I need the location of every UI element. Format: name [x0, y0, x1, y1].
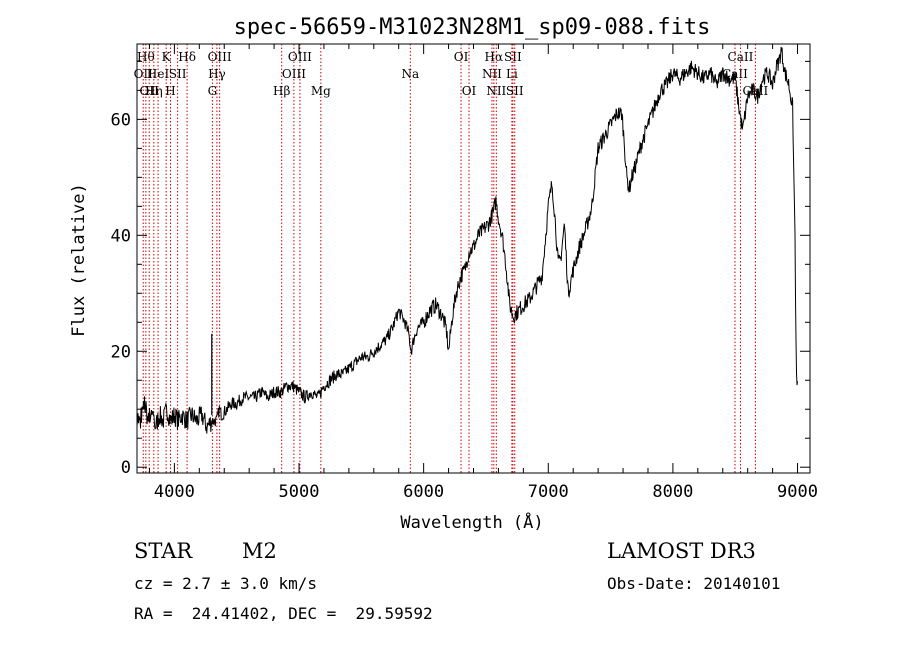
line-marker-label: SII	[506, 84, 524, 98]
y-tick-label: 60	[111, 110, 131, 130]
spectrum-line	[136, 46, 798, 434]
line-marker-label: NII	[482, 67, 502, 81]
line-marker-label: OIII	[282, 67, 306, 81]
survey-name: LAMOST DR3	[607, 539, 756, 563]
object-class: STAR	[134, 539, 193, 563]
line-marker-label: Hη	[145, 84, 163, 98]
line-marker-label: SII	[169, 67, 187, 81]
x-tick-label: 6000	[403, 482, 444, 502]
obs-date: Obs-Date: 20140101	[607, 574, 781, 593]
plot-frame	[136, 43, 811, 474]
line-marker-label: CaII	[728, 50, 754, 64]
line-marker-label: HeI	[147, 67, 170, 81]
line-marker-label: H	[165, 84, 175, 98]
spectrum-chart: spec-56659-M31023N28M1_sp09-088.fits OII…	[69, 15, 818, 533]
line-marker-label: CaII	[742, 84, 768, 98]
line-marker-label: K	[162, 50, 172, 64]
x-tick-label: 8000	[652, 482, 693, 502]
object-subclass: M2	[242, 539, 277, 563]
redshift-readout: cz = 2.7 ± 3.0 km/s	[134, 574, 318, 593]
line-marker-label: OII	[134, 67, 154, 81]
y-axis-label: Flux (relative)	[69, 183, 89, 337]
line-marker-label: OIII	[288, 50, 312, 64]
x-axis-label: Wavelength (Å)	[400, 511, 543, 533]
line-marker-label: OIII	[208, 50, 232, 64]
y-tick-label: 20	[111, 342, 131, 362]
line-marker-label: G	[208, 84, 218, 98]
line-marker-label: OI	[454, 50, 469, 64]
y-tick-label: 40	[111, 226, 131, 246]
x-tick-label: 9000	[777, 482, 818, 502]
chart-title: spec-56659-M31023N28M1_sp09-088.fits	[234, 15, 711, 40]
line-marker-label: Hβ	[273, 84, 290, 98]
x-tick-label: 7000	[528, 482, 569, 502]
line-marker-label: Hθ	[137, 50, 155, 64]
line-marker-label: Mg	[311, 84, 331, 98]
line-markers: OIIHθOIIHηHeIKHSIIHδGHγOIIIHβOIIIOIIIMgN…	[134, 44, 769, 473]
line-marker-label: Na	[401, 67, 419, 81]
line-marker-label: Hα	[485, 50, 504, 64]
line-marker-label: OI	[462, 84, 477, 98]
y-tick-label: 0	[121, 458, 131, 478]
line-marker-label: Hγ	[208, 67, 226, 81]
line-marker-label: Hδ	[178, 50, 196, 64]
axes: 4000 5000 6000 7000 8000 9000 0 20 40 60	[111, 43, 818, 502]
line-marker-label: NII	[486, 84, 506, 98]
x-tick-label: 5000	[279, 482, 320, 502]
x-tick-label: 4000	[154, 482, 195, 502]
line-marker-label: Li	[506, 67, 518, 81]
coordinates: RA = 24.41402, DEC = 29.59592	[134, 604, 433, 623]
line-marker-label: SII	[504, 50, 522, 64]
spectrum-layer	[136, 46, 798, 434]
